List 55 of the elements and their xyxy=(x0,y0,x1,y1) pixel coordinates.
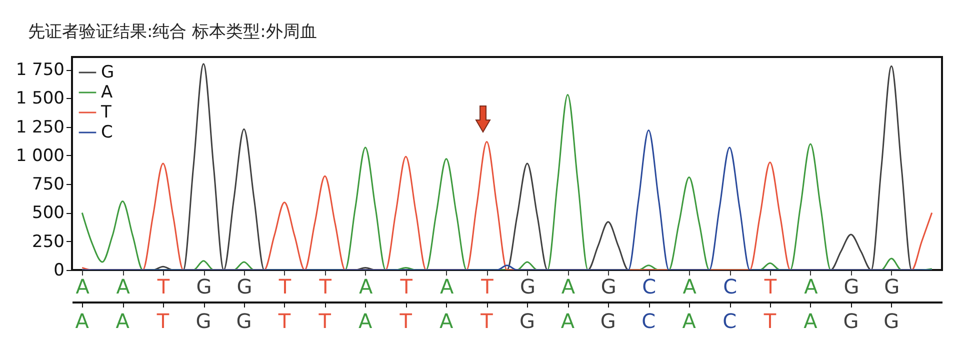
x-tick-label: G xyxy=(600,274,616,298)
x-tick-label: T xyxy=(278,274,292,298)
y-tick-label: 1 000 xyxy=(16,146,64,166)
x-tick-label: A xyxy=(561,274,576,298)
legend-label: G xyxy=(101,62,114,82)
text: A xyxy=(439,309,454,333)
x-tick-label: G xyxy=(520,274,536,298)
text: G xyxy=(843,309,859,333)
x-tick-label: A xyxy=(359,274,374,298)
legend-label: C xyxy=(101,122,113,142)
x-tick-label: A xyxy=(116,274,130,298)
text: A xyxy=(358,309,373,333)
text: A xyxy=(75,309,90,333)
y-tick-label: 250 xyxy=(32,232,64,252)
text: C xyxy=(722,309,737,333)
x-tick-label: A xyxy=(440,274,454,298)
x-tick-label: A xyxy=(76,274,90,298)
x-tick-label: T xyxy=(156,274,170,298)
x-tick-label: C xyxy=(642,274,656,298)
text: T xyxy=(398,309,413,333)
text: G xyxy=(196,309,212,333)
text: G xyxy=(884,309,900,333)
x-tick-label: T xyxy=(763,274,778,298)
x-tick-label: G xyxy=(844,274,860,298)
x-tick-label: T xyxy=(318,274,332,298)
y-tick-label: 0 xyxy=(54,260,64,280)
x-tick-label: C xyxy=(723,274,738,298)
text: G xyxy=(236,309,252,333)
x-tick-label: G xyxy=(196,274,212,298)
text: T xyxy=(762,309,777,333)
x-tick-label: G xyxy=(884,274,900,298)
text: T xyxy=(156,309,170,333)
legend-label: T xyxy=(100,102,112,122)
text: T xyxy=(480,309,494,333)
text: T xyxy=(277,309,292,333)
text: G xyxy=(519,309,535,333)
x-tick-label: T xyxy=(480,274,494,298)
text: A xyxy=(682,309,696,333)
text: A xyxy=(804,309,818,333)
y-tick-label: 1 500 xyxy=(16,88,64,109)
x-tick-label: G xyxy=(236,274,252,298)
y-tick-label: 500 xyxy=(32,203,64,224)
text: G xyxy=(600,309,616,333)
text: C xyxy=(642,309,656,333)
x-tick-label: A xyxy=(804,274,818,298)
y-tick-label: 1 750 xyxy=(16,60,64,80)
legend-label: A xyxy=(101,82,113,102)
text: T xyxy=(318,309,332,333)
x-tick-label: A xyxy=(682,274,697,298)
y-tick-label: 750 xyxy=(32,174,64,195)
text: A xyxy=(116,309,130,333)
x-tick-label: T xyxy=(399,274,414,298)
chart-title: 先证者验证结果:纯合 标本类型:外周血 xyxy=(28,21,317,43)
text: A xyxy=(560,309,575,333)
y-tick-label: 1 250 xyxy=(16,117,64,138)
